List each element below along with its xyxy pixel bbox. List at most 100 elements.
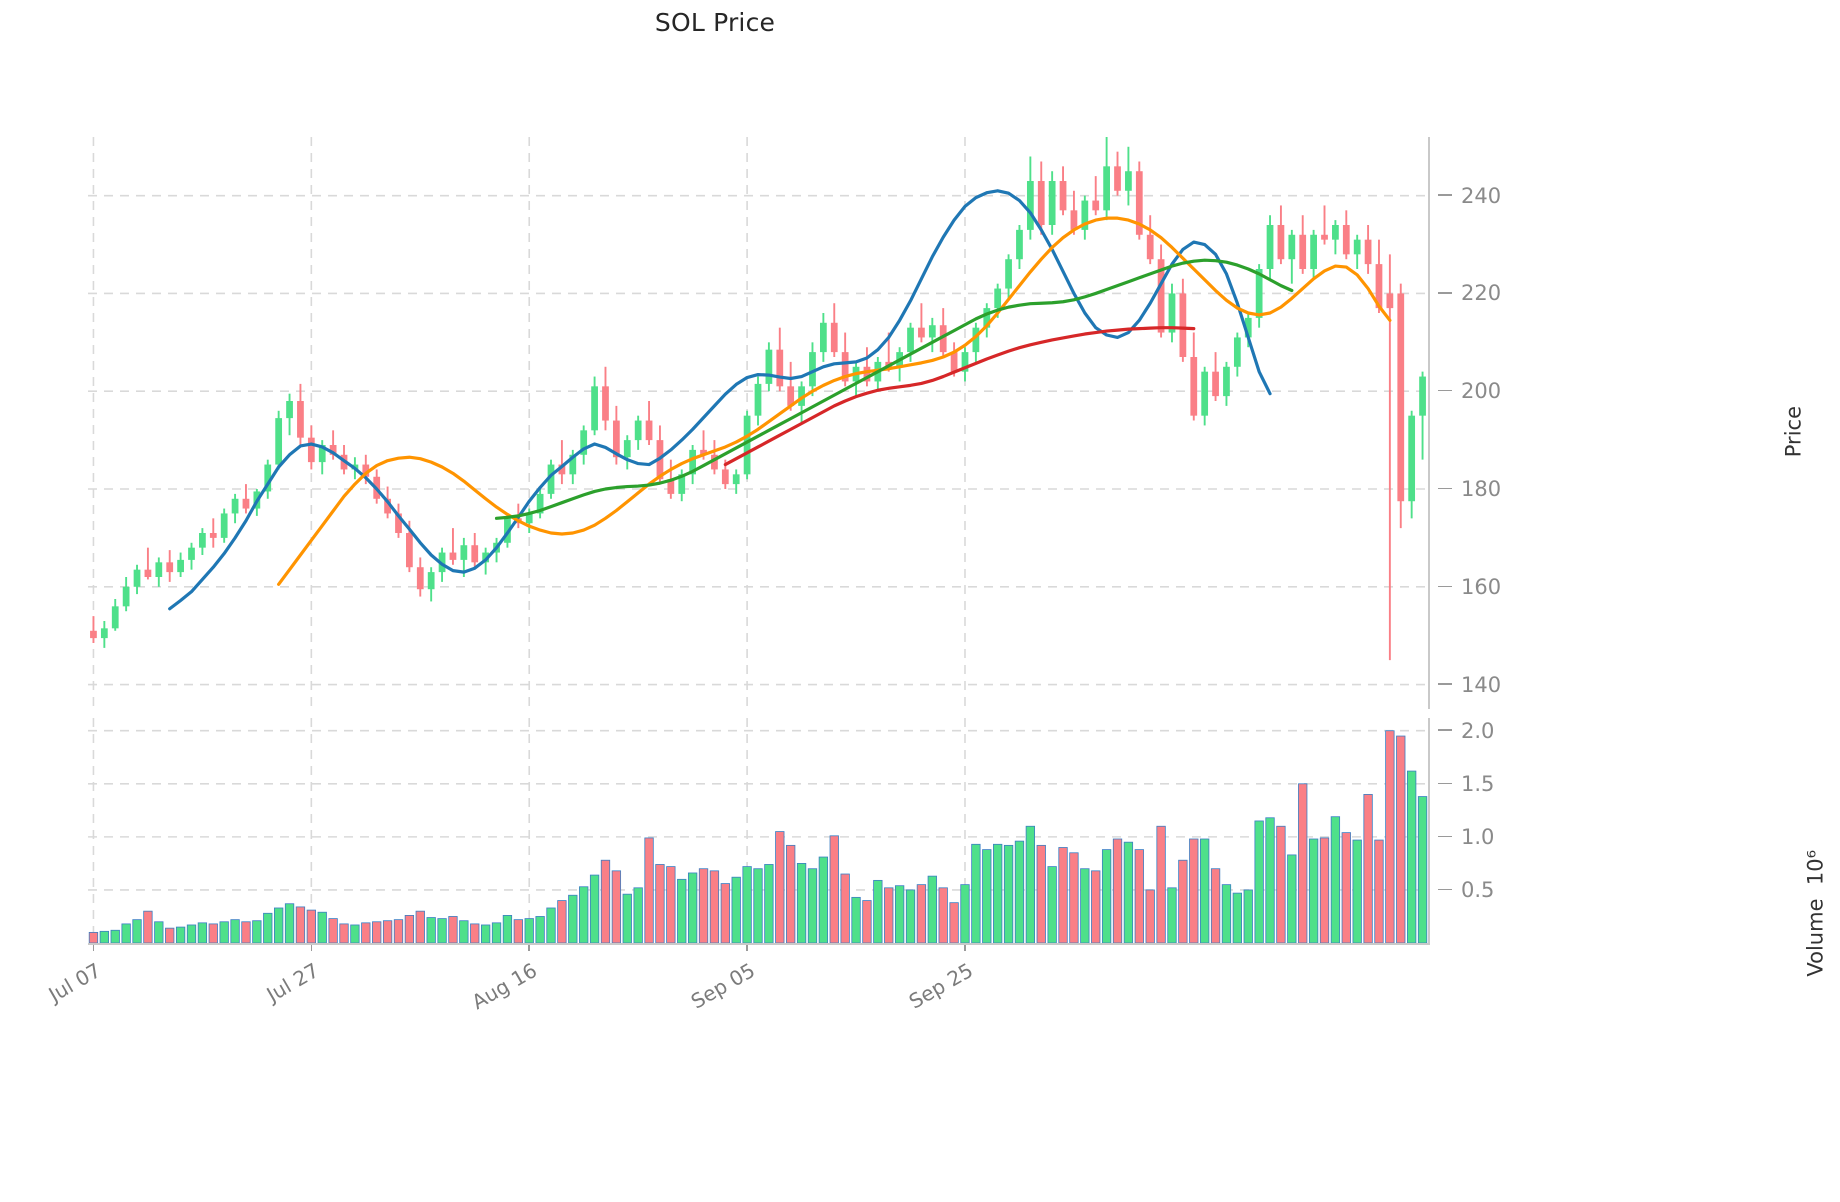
candle-body[interactable] [1386, 293, 1394, 309]
candle-body[interactable] [1353, 239, 1361, 255]
volume-bar[interactable] [1047, 866, 1057, 944]
candle-body[interactable] [983, 308, 991, 328]
candle-body[interactable] [863, 366, 871, 382]
candle-body[interactable] [907, 327, 914, 353]
candle-body[interactable] [918, 327, 925, 338]
volume-bar[interactable] [263, 912, 273, 944]
candle-body[interactable] [318, 445, 326, 463]
candle-body[interactable] [732, 474, 740, 485]
candle-body[interactable] [972, 327, 980, 353]
volume-bar[interactable] [1417, 796, 1428, 944]
volume-bar[interactable] [426, 917, 436, 944]
volume-bar[interactable] [1189, 838, 1199, 944]
volume-bar[interactable] [884, 887, 894, 944]
candle-body[interactable] [155, 562, 163, 577]
volume-bar[interactable] [633, 887, 643, 944]
volume-bar[interactable] [1123, 841, 1134, 944]
volume-bar[interactable] [1287, 854, 1297, 944]
volume-bar[interactable] [731, 876, 741, 944]
volume-bar[interactable] [459, 920, 469, 944]
volume-bar[interactable] [372, 921, 382, 944]
candle-body[interactable] [1288, 234, 1296, 260]
candle-body[interactable] [928, 325, 936, 338]
candle-body[interactable] [558, 464, 566, 475]
volume-bar[interactable] [1396, 735, 1406, 944]
volume-bar[interactable] [655, 864, 665, 944]
price-chart-panel[interactable] [88, 137, 1428, 709]
volume-bar[interactable] [796, 863, 807, 944]
candle-body[interactable] [427, 572, 435, 590]
candle-body[interactable] [776, 349, 784, 387]
volume-bar[interactable] [894, 885, 905, 944]
candle-body[interactable] [1255, 269, 1263, 318]
volume-bar[interactable] [1091, 870, 1101, 944]
volume-bar[interactable] [698, 868, 709, 944]
volume-bar[interactable] [851, 896, 861, 944]
candle-body[interactable] [460, 545, 468, 560]
candle-body[interactable] [1005, 259, 1012, 289]
candle-body[interactable] [111, 606, 119, 629]
volume-bar[interactable] [415, 910, 425, 944]
candle-body[interactable] [721, 469, 729, 485]
candle-body[interactable] [1092, 200, 1100, 211]
candle-body[interactable] [482, 552, 490, 563]
volume-bar[interactable] [230, 919, 240, 944]
volume-bar[interactable] [1374, 839, 1384, 944]
volume-bar[interactable] [677, 878, 687, 944]
candle-body[interactable] [536, 493, 544, 514]
volume-bar[interactable] [829, 835, 839, 944]
volume-bar[interactable] [579, 886, 589, 944]
candle-body[interactable] [1244, 317, 1252, 338]
volume-bar[interactable] [982, 849, 992, 944]
volume-bar[interactable] [404, 915, 415, 944]
candle-body[interactable] [645, 420, 653, 441]
volume-bar[interactable] [709, 870, 720, 944]
volume-bar[interactable] [807, 868, 818, 944]
volume-bar[interactable] [568, 894, 578, 944]
candle-body[interactable] [1321, 234, 1328, 240]
candle-body[interactable] [166, 562, 174, 573]
candle-body[interactable] [1342, 225, 1350, 255]
candle-body[interactable] [1233, 337, 1241, 367]
volume-bar[interactable] [132, 919, 142, 944]
volume-bar[interactable] [916, 884, 927, 944]
volume-bar[interactable] [1167, 887, 1177, 944]
volume-bar[interactable] [786, 844, 796, 944]
volume-bar[interactable] [546, 907, 556, 944]
candle-body[interactable] [1375, 264, 1383, 309]
candle-body[interactable] [711, 454, 718, 470]
candle-body[interactable] [1114, 166, 1121, 191]
candle-body[interactable] [209, 533, 217, 538]
volume-bar[interactable] [197, 922, 208, 944]
volume-bar[interactable] [317, 911, 327, 944]
volume-bar[interactable] [720, 883, 730, 944]
volume-bar[interactable] [1112, 838, 1123, 944]
volume-bar[interactable] [1210, 868, 1221, 944]
candle-body[interactable] [1277, 225, 1285, 260]
candle-body[interactable] [1419, 376, 1426, 416]
candle-body[interactable] [406, 533, 413, 568]
volume-bar[interactable] [862, 900, 872, 944]
candle-body[interactable] [939, 325, 947, 353]
volume-chart-panel[interactable] [88, 718, 1428, 944]
candle-body[interactable] [242, 498, 250, 509]
candle-body[interactable] [689, 449, 697, 475]
volume-bar[interactable] [1385, 730, 1395, 944]
volume-bar[interactable] [960, 884, 970, 944]
volume-bar[interactable] [186, 924, 197, 944]
candle-body[interactable] [1103, 166, 1110, 211]
candle-body[interactable] [264, 464, 272, 492]
candle-body[interactable] [1408, 415, 1416, 502]
volume-bar[interactable] [99, 930, 109, 944]
volume-bar[interactable] [306, 909, 316, 944]
candle-body[interactable] [754, 383, 762, 416]
candle-body[interactable] [1125, 171, 1132, 191]
volume-bar[interactable] [927, 875, 937, 944]
volume-bar[interactable] [252, 920, 262, 944]
volume-bar[interactable] [1319, 837, 1330, 944]
candle-body[interactable] [569, 454, 577, 475]
candle-body[interactable] [275, 418, 283, 465]
volume-bar[interactable] [1276, 825, 1286, 944]
volume-bar[interactable] [687, 872, 698, 944]
candle-body[interactable] [591, 386, 598, 431]
